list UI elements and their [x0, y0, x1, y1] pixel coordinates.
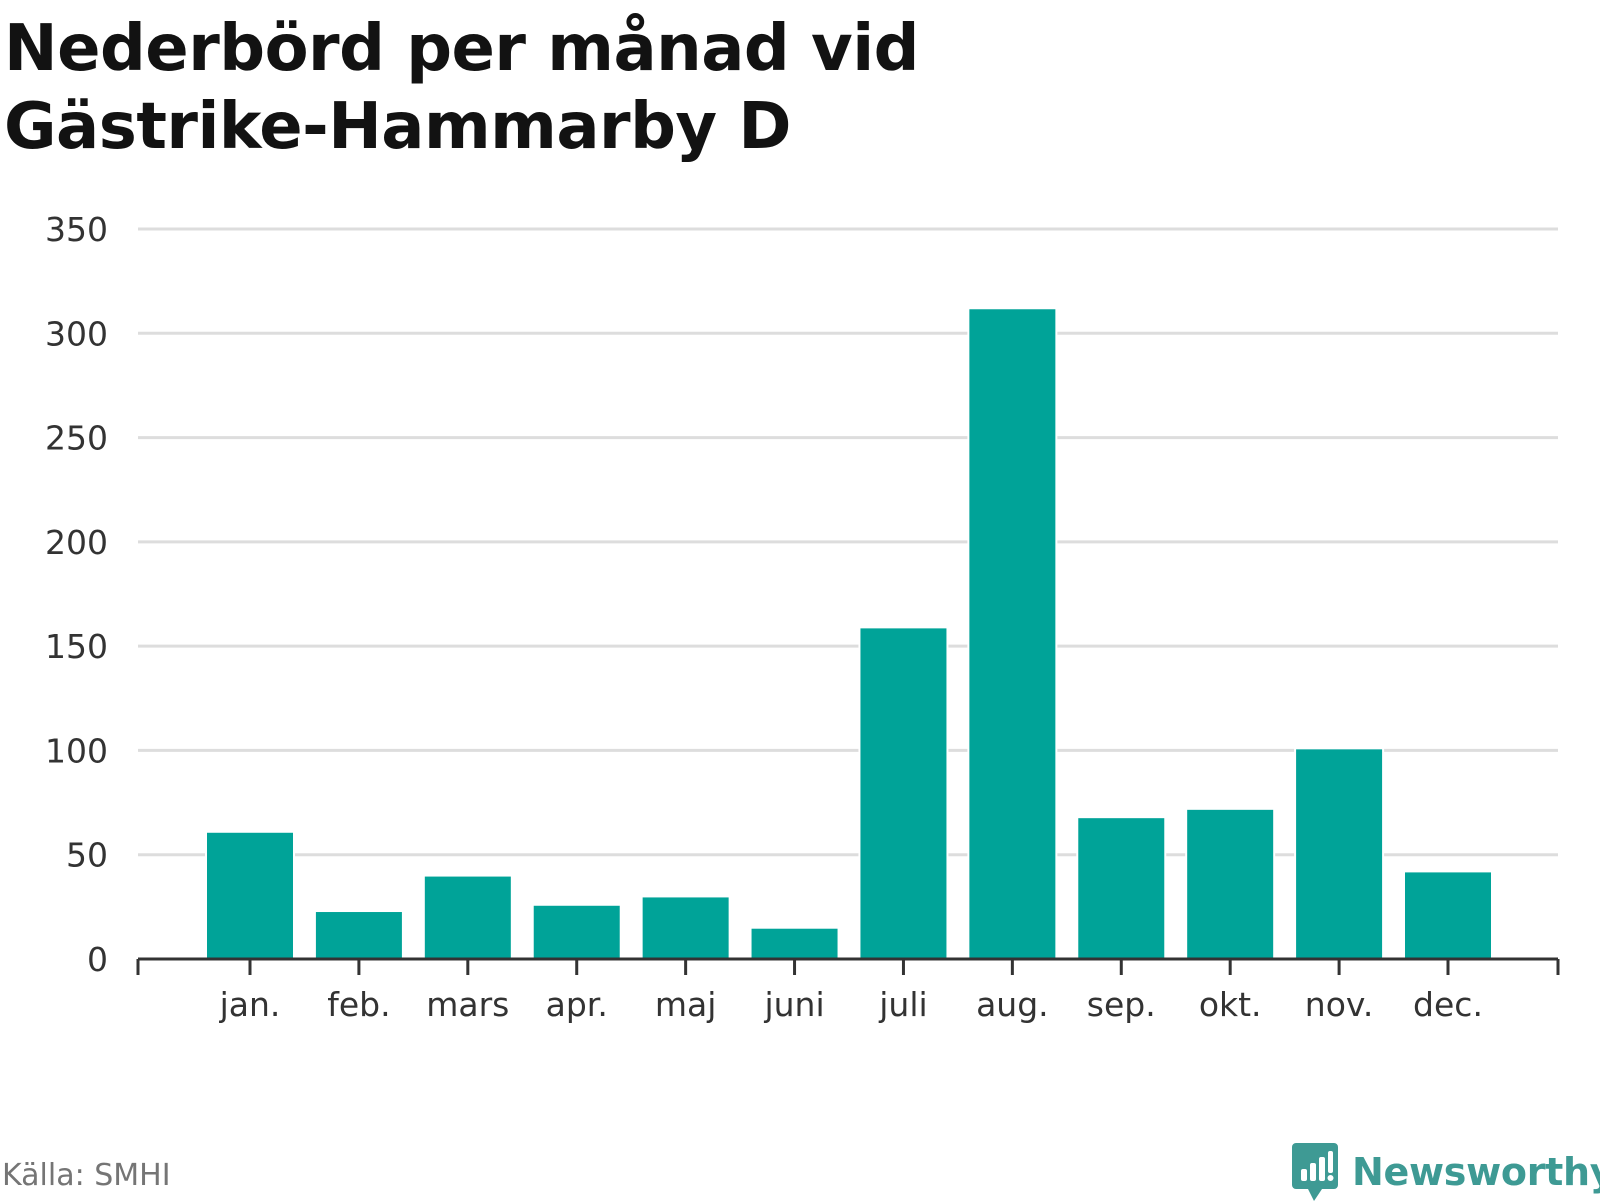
bar-4 [640, 895, 731, 961]
x-tick-label: aug. [976, 985, 1049, 1024]
bar-7 [967, 307, 1058, 960]
chart-title: Nederbörd per månad vid Gästrike-Hammarb… [4, 10, 919, 166]
x-tick-label: okt. [1199, 985, 1262, 1024]
chart-title-line-2: Gästrike-Hammarby D [4, 90, 792, 164]
brand-logo: Newsworthy [1292, 1140, 1600, 1204]
x-tick-label: mars [426, 985, 509, 1024]
y-tick-label: 250 [45, 419, 108, 458]
x-tick-label: dec. [1413, 985, 1483, 1024]
x-tick-label: juli [878, 985, 927, 1024]
y-tick-label: 200 [45, 523, 108, 562]
gridlines [138, 227, 1558, 857]
y-tick-label: 50 [66, 836, 108, 875]
y-tick-label: 300 [45, 314, 108, 353]
brand-name: Newsworthy [1352, 1150, 1600, 1194]
x-axis-tick-labels: jan. feb. mars apr. maj juni juli aug. sep. okt. n… [219, 985, 1483, 1024]
source-note: Källa: SMHI [2, 1158, 171, 1193]
x-tick-label: apr. [546, 985, 608, 1024]
x-tick-label: nov. [1305, 985, 1374, 1024]
bar-3 [531, 903, 622, 960]
bar-6 [858, 626, 949, 960]
y-tick-label: 100 [45, 731, 108, 770]
y-tick-label: 150 [45, 627, 108, 666]
bar-10 [1294, 747, 1385, 960]
chart-title-line-1: Nederbörd per månad vid [4, 12, 919, 86]
bar-8 [1076, 816, 1167, 961]
newsworthy-logo-icon [1292, 1143, 1338, 1201]
x-axis [136, 957, 1560, 975]
x-tick-label: juni [763, 985, 824, 1024]
bar-11 [1403, 870, 1493, 961]
bar-5 [749, 926, 840, 961]
y-tick-label: 350 [45, 210, 108, 249]
x-tick-label: sep. [1087, 985, 1156, 1024]
bar-0 [205, 830, 295, 960]
x-tick-label: maj [655, 985, 717, 1024]
bar-9 [1185, 807, 1276, 960]
y-tick-label: 0 [87, 940, 108, 979]
bars [205, 307, 1493, 961]
y-axis-tick-labels: 0 50 100 150 200 250 300 350 [45, 210, 108, 979]
bar-2 [422, 874, 513, 960]
x-tick-label: feb. [327, 985, 390, 1024]
bar-1 [313, 910, 404, 960]
x-tick-label: jan. [219, 985, 281, 1024]
